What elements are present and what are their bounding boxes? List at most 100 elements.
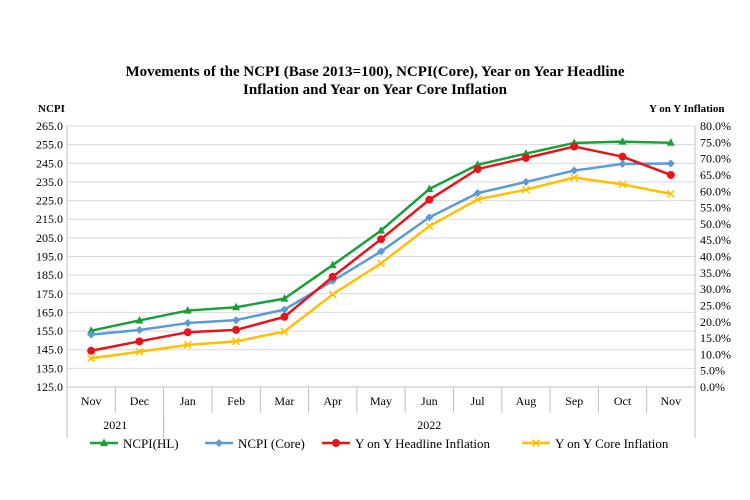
data-point — [280, 312, 289, 321]
data-point — [473, 165, 482, 174]
data-point — [135, 325, 144, 334]
data-point — [183, 340, 192, 349]
right-tick-label: 30.0% — [700, 282, 731, 296]
data-point — [521, 177, 530, 186]
right-tick-label: 75.0% — [700, 135, 731, 149]
legend-item: Y on Y Headline Inflation — [322, 436, 491, 451]
left-tick-label: 165.0 — [36, 305, 63, 319]
legend-label: Y on Y Headline Inflation — [355, 436, 491, 451]
plot-frame — [66, 126, 696, 388]
data-point — [666, 189, 675, 198]
year-label: 2021 — [103, 418, 127, 432]
x-tick-label: Apr — [323, 394, 342, 408]
data-point — [570, 173, 579, 182]
data-point — [232, 302, 241, 311]
data-point — [377, 226, 385, 234]
right-tick-label: 60.0% — [700, 184, 731, 198]
chart-title-line2: Inflation and Year on Year Core Inflatio… — [243, 82, 507, 98]
right-tick-label: 50.0% — [700, 217, 731, 231]
left-tick-label: 175.0 — [36, 287, 63, 301]
chart-title-line1: Movements of the NCPI (Base 2013=100), N… — [125, 64, 625, 80]
year-label: 2022 — [417, 418, 441, 432]
right-tick-label: 70.0% — [700, 152, 731, 166]
data-point — [570, 142, 579, 151]
left-tick-label: 255.0 — [36, 138, 63, 152]
left-tick-label: 215.0 — [36, 212, 63, 226]
x-tick-label: Oct — [614, 394, 632, 408]
x-tick-label: Feb — [227, 394, 245, 408]
legend-label: NCPI (Core) — [238, 436, 305, 451]
data-point — [232, 316, 241, 325]
data-point — [280, 294, 289, 302]
right-tick-label: 40.0% — [700, 250, 731, 264]
left-tick-label: 265.0 — [36, 119, 63, 133]
data-point — [521, 185, 530, 194]
data-point — [328, 290, 337, 299]
data-point — [183, 328, 192, 337]
series-lines — [87, 137, 675, 363]
right-tick-label: 20.0% — [700, 315, 731, 329]
right-axis-title: Y on Y Inflation — [649, 103, 725, 115]
data-point — [666, 159, 675, 168]
x-tick-label: May — [370, 394, 392, 408]
data-point — [666, 170, 675, 179]
data-point — [425, 184, 434, 193]
data-point — [183, 319, 192, 328]
data-point — [521, 153, 530, 162]
right-tick-label: 65.0% — [700, 168, 731, 182]
left-axis-title: NCPI — [38, 103, 65, 115]
right-tick-label: 35.0% — [700, 266, 731, 280]
left-tick-label: 185.0 — [36, 268, 63, 282]
data-point — [425, 213, 434, 222]
data-point — [377, 247, 385, 256]
left-tick-label: 235.0 — [36, 175, 63, 189]
data-point — [135, 337, 144, 346]
data-point — [280, 305, 289, 314]
data-point — [87, 330, 96, 339]
data-point — [425, 195, 434, 204]
x-tick-label: Jan — [180, 394, 196, 408]
data-point — [618, 137, 627, 145]
left-tick-label: 205.0 — [36, 231, 63, 245]
left-axis-ticks: 125.0 135.0 145.0 155.0 165.0 175.0 185.0 195.0… — [36, 119, 63, 394]
left-tick-label: 135.0 — [36, 361, 63, 375]
left-tick-label: 125.0 — [36, 380, 63, 394]
right-axis-ticks: 0.0% 5.0% 10.0% 15.0% 20.0% 25.0% 30.0% 35.0% 40… — [700, 119, 731, 394]
legend-marker — [215, 439, 223, 447]
data-point — [570, 166, 579, 175]
right-tick-label: 45.0% — [700, 233, 731, 247]
legend-label: NCPI(HL) — [123, 436, 179, 451]
data-point — [87, 346, 96, 355]
data-point — [328, 272, 337, 281]
left-tick-label: 155.0 — [36, 324, 63, 338]
x-tick-label: Jun — [421, 394, 438, 408]
data-point — [618, 180, 627, 189]
right-tick-label: 25.0% — [700, 298, 731, 312]
right-tick-label: 55.0% — [700, 201, 731, 215]
data-point — [87, 326, 96, 334]
data-point — [135, 347, 144, 356]
right-tick-label: 80.0% — [700, 119, 731, 133]
legend-item: NCPI(HL) — [90, 436, 179, 451]
data-point — [183, 306, 192, 314]
data-point — [473, 195, 482, 204]
legend-item: NCPI (Core) — [205, 436, 305, 451]
x-tick-label: Dec — [130, 394, 149, 408]
series-2 — [87, 159, 675, 339]
left-tick-label: 245.0 — [36, 156, 63, 170]
x-tick-label: Nov — [81, 394, 102, 408]
right-tick-label: 15.0% — [700, 331, 731, 345]
legend-marker — [100, 438, 108, 446]
legend-marker — [332, 439, 340, 447]
data-point — [135, 315, 144, 324]
legend: NCPI(HL) NCPI (Core) Y on Y Headline Infla… — [90, 436, 669, 451]
data-point — [328, 260, 337, 269]
x-tick-label: Sep — [565, 394, 583, 408]
data-point — [473, 189, 482, 198]
data-point — [377, 235, 385, 244]
data-point — [232, 325, 241, 334]
x-axis: Nov Dec Jan Feb Mar Apr May Jun Jul Aug Sep Oct Nov2… — [66, 387, 696, 438]
right-tick-label: 5.0% — [700, 364, 725, 378]
legend-item: Y on Y Core Inflation — [522, 436, 669, 451]
